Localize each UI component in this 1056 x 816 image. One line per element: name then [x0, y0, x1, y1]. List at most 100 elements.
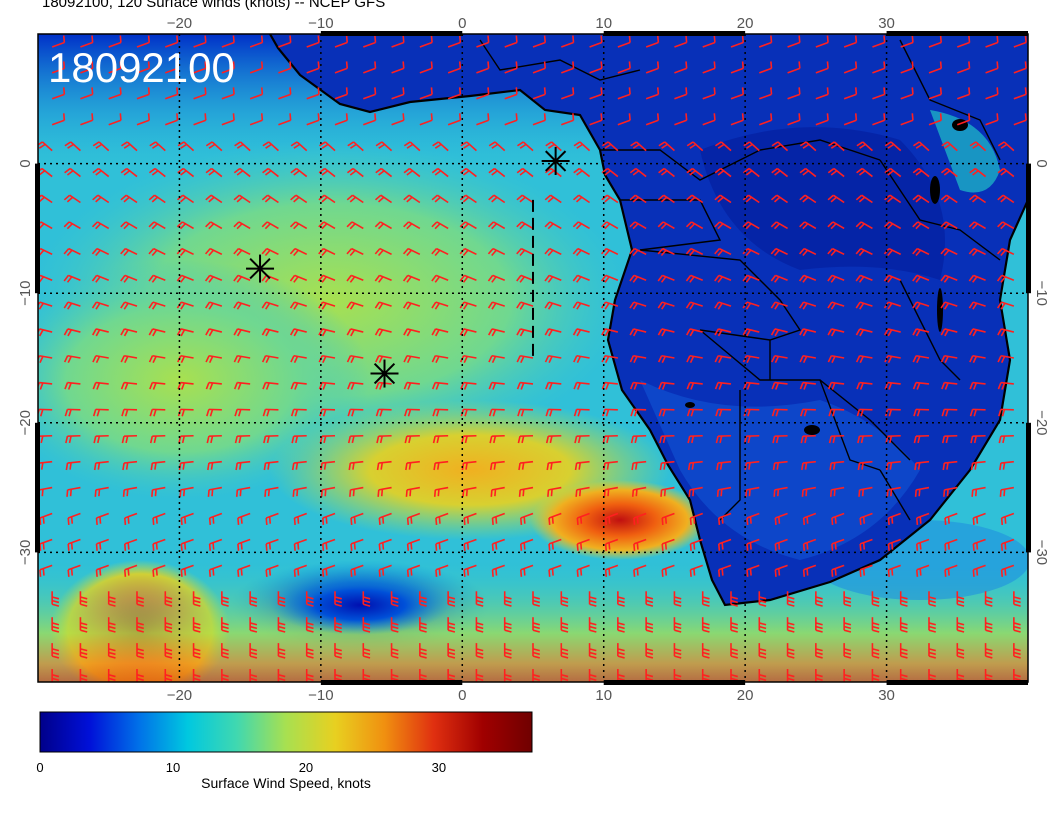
wind-barb [306, 113, 320, 126]
wind-barb [403, 354, 420, 364]
wind-barb [120, 381, 138, 390]
wind-barb [573, 354, 590, 364]
wind-barb [857, 460, 873, 471]
wind-barb [544, 354, 562, 364]
wind-barb [136, 669, 144, 682]
wind-barb [799, 354, 816, 364]
wind-barb [617, 87, 631, 100]
wind-barb [674, 61, 688, 74]
wind-barb [928, 35, 943, 48]
wind-barb [532, 87, 547, 100]
wind-barb [221, 617, 229, 633]
wind-barb [234, 141, 251, 152]
wind-barb [645, 669, 654, 682]
y-tick-label-right: 0 [1033, 159, 1050, 167]
wind-barb [39, 512, 53, 526]
wind-barb [504, 61, 518, 74]
wind-barb [263, 460, 279, 471]
wind-barb [519, 564, 534, 577]
x-tick-label-top: −10 [308, 15, 333, 32]
wind-barb [799, 141, 817, 152]
wind-barb [233, 167, 251, 178]
wind-barb [759, 61, 773, 74]
wind-barb [944, 538, 958, 551]
wind-barb [560, 643, 569, 659]
wind-barb [843, 643, 852, 659]
wind-barb [745, 486, 760, 497]
wind-barb [633, 538, 647, 551]
wind-barb [64, 408, 81, 417]
wind-barb [233, 247, 251, 257]
wind-barb [589, 87, 603, 100]
wind-barb [548, 564, 562, 577]
wind-barb [38, 141, 53, 152]
wind-barb [205, 194, 223, 204]
wind-barb [64, 141, 81, 152]
wind-barb [629, 301, 647, 310]
wind-barb [884, 328, 901, 337]
page-title: 18092100, 120 Surface winds (knots) -- N… [42, 0, 386, 11]
wind-barb [799, 167, 817, 178]
wind-barb [702, 61, 716, 74]
wind-barb [657, 247, 675, 257]
wind-barb [714, 301, 732, 310]
wind-barb [149, 434, 166, 444]
wind-barb [51, 87, 66, 100]
wind-barb [233, 274, 251, 283]
wind-barb [629, 167, 647, 178]
wind-barb [51, 61, 66, 74]
wind-barb [290, 194, 308, 204]
wind-barb [237, 538, 251, 551]
wind-barb [278, 61, 292, 74]
wind-barb [93, 460, 109, 471]
wind-barb [419, 617, 427, 633]
wind-barb [92, 194, 110, 204]
wind-barb [871, 591, 880, 607]
wind-barb [277, 643, 286, 659]
wind-barb [589, 113, 603, 126]
wind-barb [660, 486, 675, 497]
wind-barb [743, 381, 760, 390]
wind-barb [827, 354, 845, 364]
wind-barb [107, 669, 116, 682]
wind-barb [544, 247, 562, 257]
wind-barb [1000, 564, 1015, 577]
location-markers [246, 147, 570, 388]
wind-barb [944, 564, 958, 577]
wind-barb [900, 61, 914, 74]
wind-barb [715, 408, 732, 417]
wind-barb [63, 221, 81, 230]
wind-barb [65, 434, 81, 444]
wind-barb [375, 354, 392, 364]
wind-barb [152, 538, 166, 551]
wind-barb [334, 617, 342, 633]
wind-barb [431, 328, 449, 337]
wind-barb [645, 617, 654, 633]
wind-barb [136, 61, 151, 74]
y-tick-label-left: −10 [17, 280, 34, 305]
wind-barb [516, 354, 534, 364]
wind-barb [996, 274, 1015, 283]
wind-barb [108, 87, 122, 100]
wind-barb [601, 221, 619, 230]
wind-barb [39, 538, 53, 551]
wind-barb [799, 381, 816, 390]
wind-barb [1013, 35, 1027, 48]
wind-barb [1013, 617, 1021, 633]
wind-barb [883, 221, 902, 230]
wind-barb [504, 113, 518, 126]
wind-barb [913, 434, 930, 444]
wind-barb [532, 643, 540, 659]
wind-barb [319, 141, 336, 152]
wind-barb [348, 460, 364, 471]
wind-barb [574, 460, 590, 471]
wind-barb [770, 301, 788, 310]
wind-barb [278, 113, 292, 126]
wind-barb [405, 460, 420, 471]
wind-barb [363, 87, 377, 100]
wind-barb [686, 141, 704, 152]
wind-barb [658, 408, 675, 417]
wind-barb [588, 617, 597, 633]
wind-barb [292, 486, 307, 497]
